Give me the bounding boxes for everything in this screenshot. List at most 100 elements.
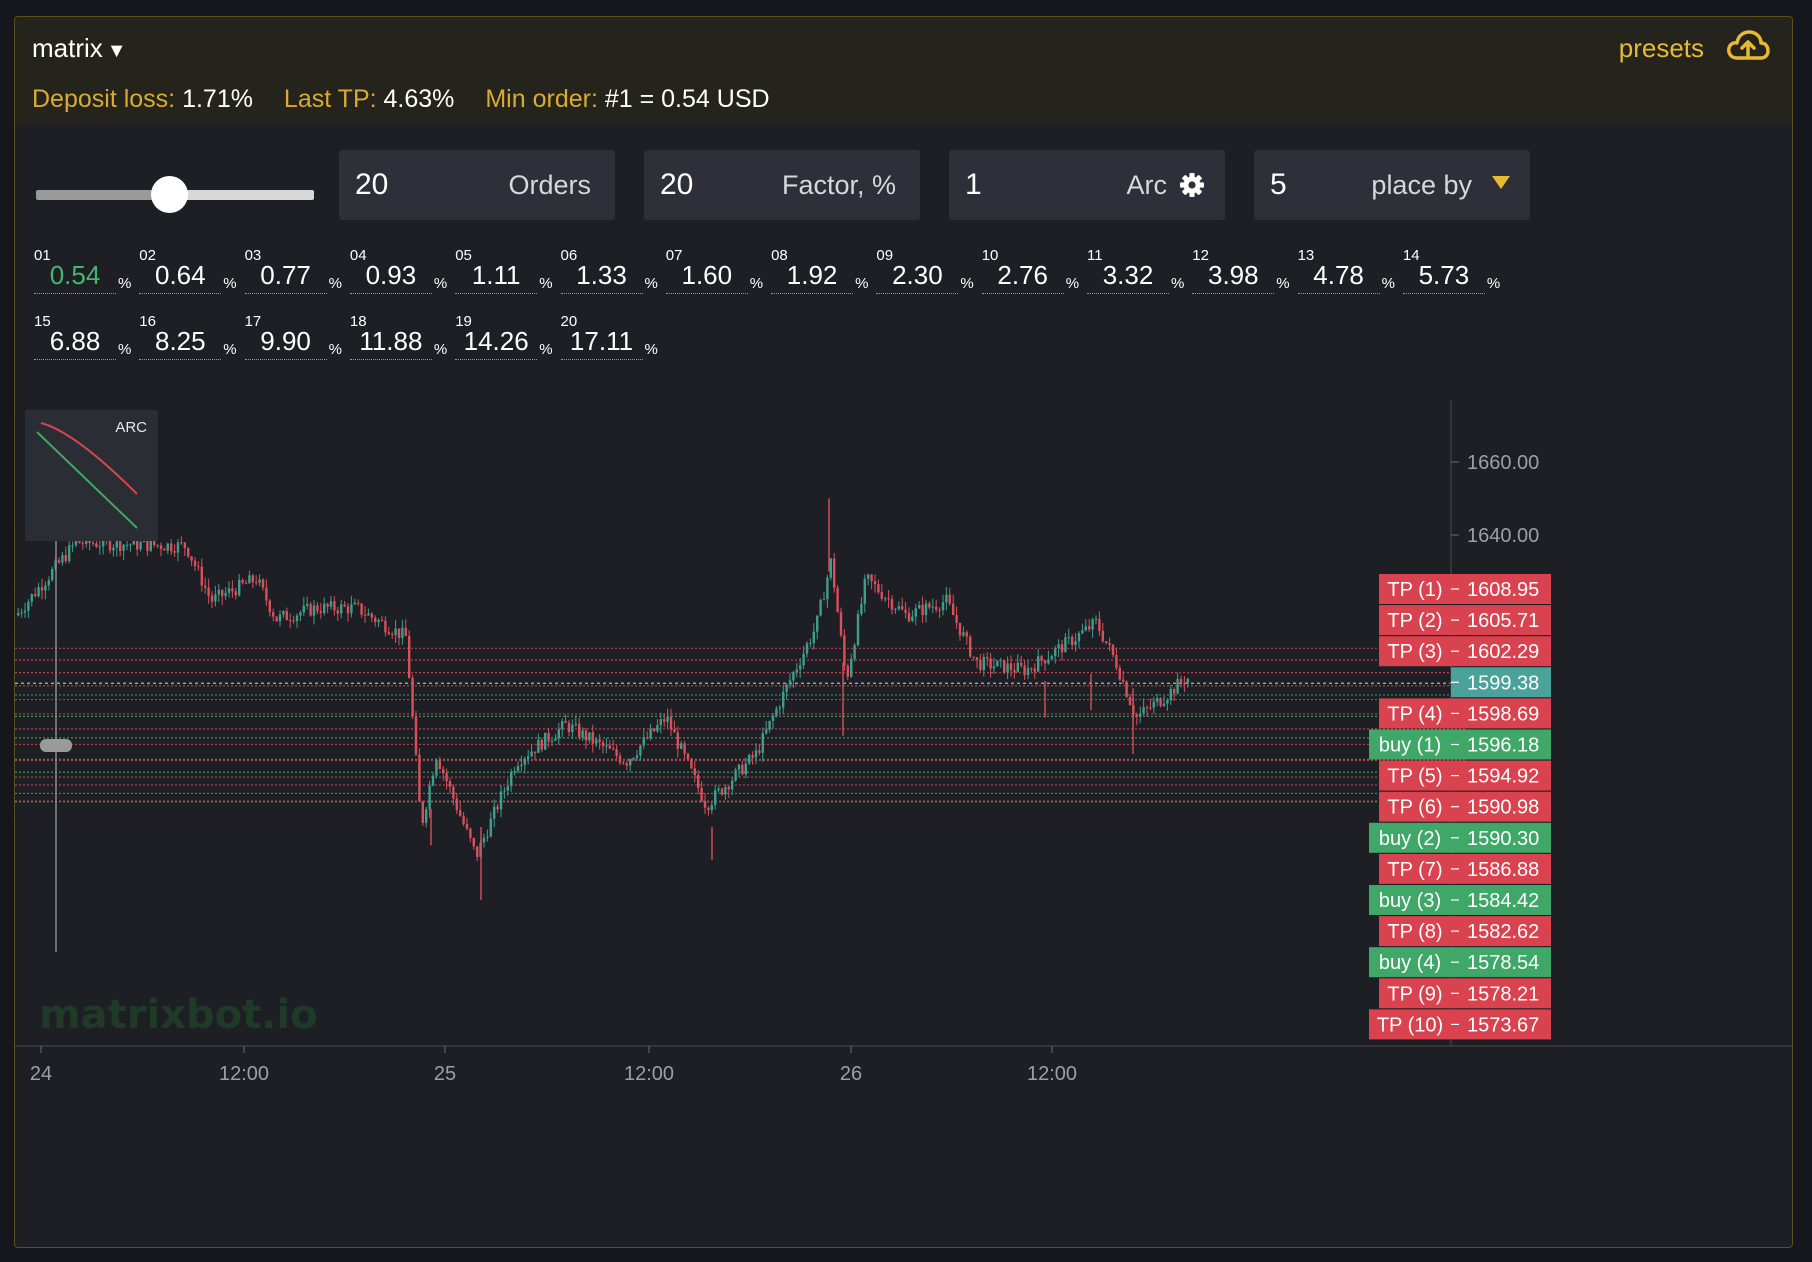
- price-tag-value: 1605.71: [1467, 610, 1539, 632]
- caret-down-icon[interactable]: [1492, 176, 1510, 189]
- candle: [527, 756, 530, 759]
- candle: [870, 574, 873, 582]
- order-percent-16[interactable]: 16 8.25%: [139, 313, 237, 363]
- order-percent-01[interactable]: 01 0.54%: [34, 247, 131, 297]
- order-percent-value[interactable]: 0.54: [34, 260, 116, 294]
- percent-unit: %: [855, 275, 869, 292]
- order-percent-value[interactable]: 1.33: [560, 260, 643, 294]
- place-by-select[interactable]: 5 place by: [1254, 150, 1530, 220]
- arc-value[interactable]: 1: [965, 168, 982, 201]
- order-percent-value[interactable]: 17.11: [560, 326, 643, 360]
- candle: [336, 610, 339, 614]
- order-percent-10[interactable]: 10 2.76%: [981, 247, 1079, 297]
- candle: [935, 606, 938, 610]
- candle: [581, 730, 584, 738]
- factor-field[interactable]: 20 Factor, %: [644, 150, 920, 220]
- price-tag-bg: [1451, 822, 1551, 853]
- order-percent-value[interactable]: 5.73: [1402, 260, 1485, 294]
- order-percent-value[interactable]: 6.88: [34, 326, 116, 360]
- candle: [258, 579, 261, 583]
- order-percent-value[interactable]: 11.88: [349, 326, 432, 360]
- order-percent-value[interactable]: 0.77: [244, 260, 327, 294]
- order-percent-08[interactable]: 08 1.92%: [771, 247, 869, 297]
- order-percent-20[interactable]: 20 17.11%: [560, 313, 658, 363]
- drag-handle[interactable]: [40, 739, 72, 752]
- order-percent-value[interactable]: 3.98: [1192, 260, 1275, 294]
- candle: [91, 542, 95, 544]
- order-tag-buy: buy (2) 1590.30: [1369, 822, 1551, 853]
- order-percent-03[interactable]: 03 0.77%: [244, 247, 342, 297]
- place-by-value[interactable]: 5: [1270, 168, 1287, 201]
- candle: [306, 603, 309, 606]
- order-percent-value[interactable]: 2.30: [876, 260, 959, 294]
- order-percent-value[interactable]: 9.90: [244, 326, 327, 360]
- order-percent-06[interactable]: 06 1.33%: [560, 247, 658, 297]
- order-percent-value[interactable]: 1.11: [455, 260, 538, 294]
- candle: [251, 575, 254, 583]
- order-percent-value[interactable]: 1.92: [771, 260, 854, 294]
- factor-value[interactable]: 20: [660, 168, 694, 201]
- order-percent-18[interactable]: 18 11.88%: [349, 313, 447, 363]
- candle: [23, 610, 27, 613]
- candle: [904, 609, 907, 613]
- candle: [1145, 707, 1149, 709]
- order-percent-value[interactable]: 3.32: [1087, 260, 1169, 294]
- candle: [285, 611, 288, 621]
- arc-field[interactable]: 1 Arc: [949, 150, 1225, 220]
- x-tick-label: 25: [434, 1063, 456, 1085]
- order-percent-05[interactable]: 05 1.11%: [455, 247, 553, 297]
- order-percent-02[interactable]: 02 0.64%: [139, 247, 237, 297]
- order-percent-12[interactable]: 12 3.98%: [1192, 247, 1290, 297]
- order-percent-value[interactable]: 0.93: [349, 260, 432, 294]
- orders-field[interactable]: 20 Orders: [339, 150, 615, 220]
- order-percent-09[interactable]: 09 2.30%: [876, 247, 974, 297]
- percent-unit: %: [1381, 275, 1395, 292]
- candle: [595, 739, 598, 744]
- order-percent-value[interactable]: 2.76: [981, 260, 1064, 294]
- candle: [207, 587, 210, 596]
- order-percent-17[interactable]: 17 9.90%: [244, 313, 342, 363]
- candle: [989, 658, 992, 669]
- x-tick-label: 12:00: [219, 1063, 269, 1085]
- order-percent-value[interactable]: 0.64: [139, 260, 222, 294]
- order-percent-value[interactable]: 8.25: [139, 326, 222, 360]
- candle: [941, 602, 945, 611]
- order-percent-value[interactable]: 14.26: [455, 326, 538, 360]
- order-percent-value[interactable]: 1.60: [665, 260, 748, 294]
- matrix-dropdown[interactable]: matrix ▼: [32, 33, 127, 64]
- gear-icon[interactable]: [1179, 172, 1205, 198]
- orders-value[interactable]: 20: [355, 168, 389, 201]
- order-percent-19[interactable]: 19 14.26%: [455, 313, 553, 363]
- slider-track: [169, 190, 314, 200]
- order-percent-15[interactable]: 15 6.88%: [34, 313, 131, 363]
- candle: [401, 627, 404, 638]
- cloud-upload-icon[interactable]: [1726, 27, 1770, 67]
- candle: [367, 613, 370, 616]
- order-percent-value[interactable]: 4.78: [1297, 260, 1380, 294]
- candle: [625, 763, 628, 766]
- candle: [255, 582, 258, 584]
- candle: [744, 763, 747, 775]
- candle: [894, 609, 897, 611]
- slider-knob[interactable]: [151, 176, 189, 213]
- orders-slider[interactable]: [36, 176, 314, 213]
- presets-button[interactable]: presets: [1618, 33, 1704, 63]
- candle: [261, 579, 265, 588]
- order-percent-13[interactable]: 13 4.78%: [1297, 247, 1395, 297]
- order-percent-11[interactable]: 11 3.32%: [1087, 247, 1184, 297]
- candle: [724, 786, 727, 795]
- price-chart[interactable]: matrixbot.io ARC 1660.00 1640.00 TP (1) 1608.…: [15, 382, 1792, 1247]
- candle: [397, 628, 401, 638]
- order-tag-tp: TP (2) 1605.71: [1379, 605, 1551, 636]
- candle: [547, 732, 550, 742]
- candle: [646, 737, 649, 739]
- order-percent-07[interactable]: 07 1.60%: [665, 247, 763, 297]
- order-percent-14[interactable]: 14 5.73%: [1402, 247, 1500, 297]
- candle: [268, 600, 271, 613]
- candle: [924, 603, 928, 616]
- candle: [588, 732, 591, 741]
- last-tp-value: 4.63%: [383, 85, 455, 113]
- order-percent-04[interactable]: 04 0.93%: [349, 247, 447, 297]
- candle: [516, 765, 520, 772]
- place-by-label: place by: [1371, 170, 1472, 200]
